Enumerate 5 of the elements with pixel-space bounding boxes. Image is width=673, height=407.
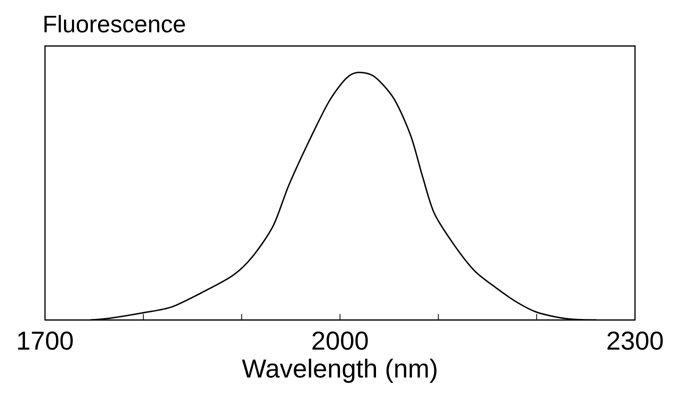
x-tick-label: 2000 bbox=[312, 332, 368, 350]
x-tick-label: 1700 bbox=[18, 332, 73, 350]
chart-title: Fluorescence bbox=[44, 14, 185, 32]
x-tick-label: 2300 bbox=[607, 332, 663, 350]
x-axis-title: Wavelength (nm) bbox=[242, 358, 436, 383]
